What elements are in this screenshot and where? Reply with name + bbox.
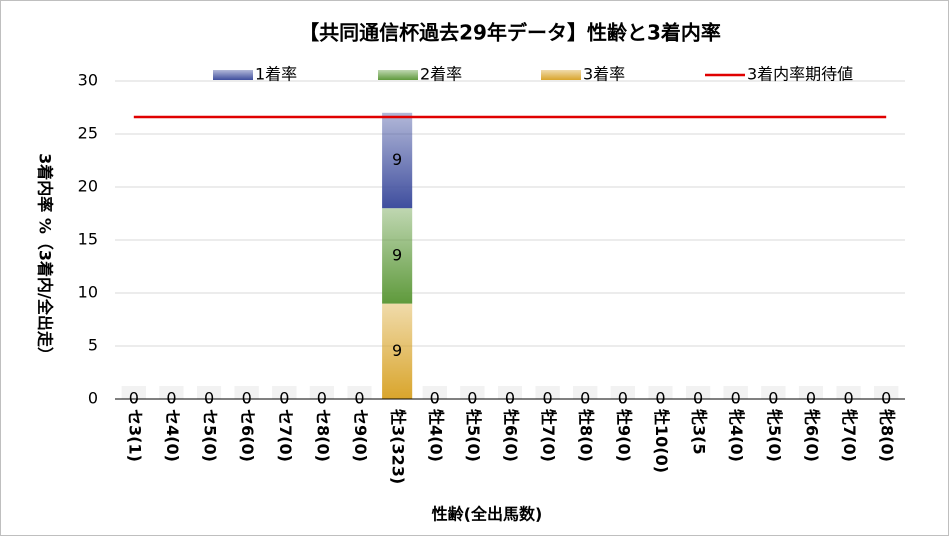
label-bg — [648, 386, 673, 399]
data-label: 9 — [392, 245, 402, 264]
data-label: 9 — [392, 341, 402, 360]
label-bg — [535, 386, 560, 399]
label-bg — [798, 386, 823, 399]
x-tick-label: セ6(0) — [238, 409, 257, 462]
data-label: 0 — [618, 389, 628, 408]
x-tick-label: セ9(0) — [351, 409, 370, 462]
data-label: 0 — [430, 389, 440, 408]
bar-segment — [382, 208, 413, 304]
data-label: 9 — [392, 150, 402, 169]
x-tick-label: セ4(0) — [163, 409, 182, 462]
x-tick-label: 牝5(0) — [765, 409, 784, 462]
legend-label: 1着率 — [255, 65, 297, 84]
label-bg — [460, 386, 485, 399]
x-axis-title: 性齢(全出馬数) — [432, 505, 543, 524]
y-tick-label: 30 — [78, 71, 98, 90]
x-tick-label: セ5(0) — [201, 409, 220, 462]
y-axis-title: 3着内率 %（3着内/全出走） — [36, 153, 55, 363]
x-tick-label: 牡3(323) — [389, 409, 408, 484]
data-label: 0 — [768, 389, 778, 408]
y-tick-label: 15 — [78, 230, 98, 249]
data-label: 0 — [881, 389, 891, 408]
data-label: 0 — [242, 389, 252, 408]
label-bg — [723, 386, 748, 399]
x-tick-label: 牝4(0) — [727, 409, 746, 462]
data-label: 0 — [843, 389, 853, 408]
bar-segment — [382, 112, 413, 209]
data-label: 0 — [731, 389, 741, 408]
data-label: 0 — [467, 389, 477, 408]
label-bg — [422, 386, 447, 399]
x-tick-label: 牝7(0) — [840, 409, 859, 462]
x-tick-label: セ3(1) — [125, 409, 144, 462]
data-label: 0 — [129, 389, 139, 408]
x-tick-label: 牡10(0) — [652, 409, 671, 473]
legend-swatch — [378, 70, 418, 80]
label-bg — [573, 386, 598, 399]
data-label: 0 — [806, 389, 816, 408]
y-tick-label: 10 — [78, 283, 98, 302]
x-tick-label: 牡5(0) — [464, 409, 483, 462]
bar-segment — [382, 303, 413, 399]
data-label: 0 — [279, 389, 289, 408]
x-tick-label: 牡8(0) — [577, 409, 596, 462]
data-label: 0 — [204, 389, 214, 408]
label-bg — [836, 386, 861, 399]
label-bg — [347, 386, 372, 399]
y-tick-label: 0 — [88, 389, 98, 408]
label-bg — [234, 386, 259, 399]
legend-label: 2着率 — [420, 65, 462, 84]
x-tick-label: 牡6(0) — [502, 409, 521, 462]
label-bg — [121, 386, 146, 399]
legend-label: 3着内率期待値 — [747, 65, 853, 84]
label-bg — [610, 386, 635, 399]
x-tick-label: 牝6(0) — [802, 409, 821, 462]
legend-swatch — [213, 70, 253, 80]
label-bg — [761, 386, 786, 399]
x-tick-label: 牡4(0) — [426, 409, 445, 462]
data-label: 0 — [655, 389, 665, 408]
label-bg — [272, 386, 297, 399]
data-label: 0 — [693, 389, 703, 408]
chart-title: 【共同通信杯過去29年データ】性齢と3着内率 — [299, 21, 721, 45]
label-bg — [197, 386, 222, 399]
x-tick-label: 牝8(0) — [878, 409, 897, 462]
label-bg — [498, 386, 522, 399]
legend-label: 3着率 — [583, 65, 625, 84]
x-tick-label: 牡7(0) — [539, 409, 558, 462]
y-tick-label: 25 — [78, 124, 98, 143]
data-label: 0 — [354, 389, 364, 408]
data-label: 0 — [317, 389, 327, 408]
data-label: 0 — [166, 389, 176, 408]
label-bg — [159, 386, 184, 399]
label-bg — [874, 386, 899, 399]
data-label: 0 — [505, 389, 515, 408]
y-tick-label: 5 — [88, 336, 98, 355]
data-label: 0 — [543, 389, 553, 408]
x-tick-label: セ8(0) — [313, 409, 332, 462]
x-tick-label: 牡9(0) — [614, 409, 633, 462]
label-bg — [309, 386, 334, 399]
x-tick-label: 牝3(5 — [690, 409, 709, 455]
legend-swatch — [541, 70, 581, 80]
y-tick-label: 20 — [78, 177, 98, 196]
x-tick-label: セ7(0) — [276, 409, 295, 462]
data-label: 0 — [580, 389, 590, 408]
label-bg — [686, 386, 711, 399]
